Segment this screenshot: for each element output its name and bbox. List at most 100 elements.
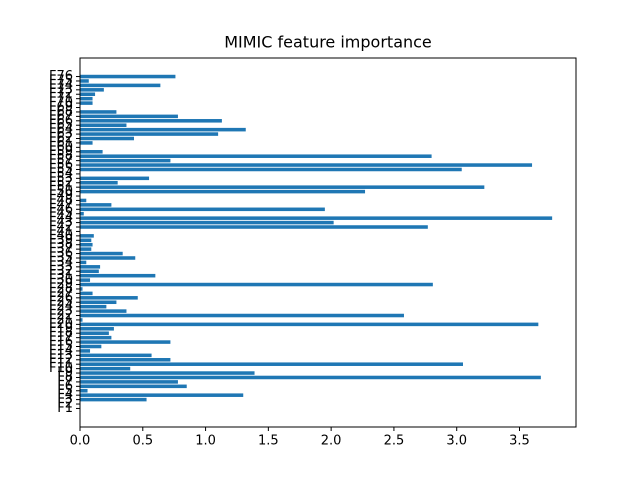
bar bbox=[80, 322, 539, 327]
bar bbox=[80, 123, 127, 127]
bar bbox=[80, 150, 103, 154]
bar bbox=[80, 238, 92, 243]
bar bbox=[80, 291, 93, 296]
y-tick-label: F8 bbox=[57, 370, 73, 385]
y-tick-label: F61 bbox=[49, 135, 73, 150]
y-tick-label: F60 bbox=[49, 140, 73, 155]
y-tick-label: F21 bbox=[49, 312, 73, 327]
y-tick-label: F22 bbox=[49, 308, 73, 323]
y-tick-label: F1 bbox=[57, 401, 73, 416]
bar bbox=[80, 256, 136, 260]
y-tick-label: F15 bbox=[49, 339, 73, 354]
y-tick-label: F2 bbox=[57, 397, 73, 412]
bar bbox=[80, 358, 171, 362]
x-tick-label: 3.0 bbox=[446, 434, 467, 449]
x-tick-label: 0.5 bbox=[132, 434, 153, 449]
y-tick-label: F73 bbox=[49, 82, 73, 97]
y-tick-label: F46 bbox=[49, 202, 73, 217]
bar bbox=[80, 79, 89, 83]
y-tick-label: F19 bbox=[49, 321, 73, 336]
y-tick-label: F75 bbox=[49, 73, 73, 88]
bar bbox=[80, 88, 104, 92]
y-tick-label: F63 bbox=[49, 127, 73, 142]
y-tick-label: F3 bbox=[57, 392, 73, 407]
y-tick-label: F27 bbox=[49, 286, 73, 301]
y-tick-label: F32 bbox=[49, 264, 73, 279]
bar bbox=[80, 397, 147, 402]
y-tick-label: F4 bbox=[57, 388, 73, 403]
y-tick-label: F26 bbox=[49, 290, 73, 305]
x-tick-label: 1.5 bbox=[258, 434, 279, 449]
bar bbox=[80, 388, 88, 393]
y-tick-label: F24 bbox=[49, 299, 73, 314]
bar bbox=[80, 154, 432, 158]
y-tick-label: F29 bbox=[49, 277, 73, 292]
bar bbox=[80, 309, 127, 313]
y-tick-label: F44 bbox=[49, 211, 73, 226]
bar bbox=[80, 282, 433, 287]
y-tick-label: F17 bbox=[49, 330, 73, 345]
x-tick-label: 1.0 bbox=[195, 434, 216, 449]
y-tick-label: F34 bbox=[49, 255, 73, 270]
bar bbox=[80, 132, 219, 136]
bar bbox=[80, 366, 131, 371]
y-tick-label: F57 bbox=[49, 153, 73, 168]
bar bbox=[80, 189, 366, 194]
y-tick-label: F49 bbox=[49, 189, 73, 204]
bar bbox=[80, 251, 123, 256]
x-tick-label: 2.0 bbox=[321, 434, 342, 449]
x-tick-label: 3.5 bbox=[509, 434, 530, 449]
bar bbox=[80, 380, 178, 384]
y-tick-label: F23 bbox=[49, 304, 73, 319]
bar bbox=[80, 344, 102, 349]
bar bbox=[80, 362, 463, 366]
bar bbox=[80, 278, 91, 282]
bar bbox=[80, 127, 246, 132]
y-tick-label: F37 bbox=[49, 242, 73, 257]
bar bbox=[80, 313, 404, 318]
y-tick-label: F28 bbox=[49, 281, 73, 296]
bar bbox=[80, 331, 109, 335]
bar bbox=[80, 114, 178, 119]
y-tick-label: F71 bbox=[49, 91, 73, 106]
bar bbox=[80, 74, 176, 79]
bar bbox=[80, 225, 428, 229]
y-tick-label: F69 bbox=[49, 100, 73, 115]
bar bbox=[80, 327, 114, 331]
chart-title: MIMIC feature importance bbox=[224, 33, 432, 52]
bar bbox=[80, 185, 485, 189]
y-tick-label: F51 bbox=[49, 180, 73, 195]
y-tick-label: F41 bbox=[49, 224, 73, 239]
y-tick-label: F59 bbox=[49, 144, 73, 159]
bar bbox=[80, 304, 107, 309]
bar bbox=[80, 260, 87, 265]
y-tick-label: F65 bbox=[49, 118, 73, 133]
y-tick-label: F13 bbox=[49, 348, 73, 363]
y-tick-label: F55 bbox=[49, 162, 73, 177]
bar bbox=[80, 158, 171, 163]
bar bbox=[80, 242, 93, 247]
bar bbox=[80, 203, 112, 207]
bar bbox=[80, 234, 94, 238]
bar bbox=[80, 273, 156, 278]
bar bbox=[80, 265, 101, 269]
y-tick-label: F11 bbox=[49, 357, 73, 372]
y-tick-label: F43 bbox=[49, 215, 73, 230]
bar bbox=[80, 167, 462, 172]
bar bbox=[80, 198, 87, 203]
y-tick-label: F50 bbox=[49, 184, 73, 199]
bar bbox=[80, 340, 171, 344]
y-tick-label: F25 bbox=[49, 295, 73, 310]
bar bbox=[80, 269, 99, 274]
y-tick-label: F62 bbox=[49, 131, 73, 146]
y-tick-label: F74 bbox=[49, 78, 73, 93]
y-tick-label: F64 bbox=[49, 122, 73, 137]
y-tick-label: F7 bbox=[57, 374, 73, 389]
y-tick-label: F40 bbox=[49, 228, 73, 243]
bar bbox=[80, 318, 83, 322]
plot-frame bbox=[79, 57, 577, 428]
y-tick-label: F67 bbox=[49, 109, 73, 124]
y-tick-label: F72 bbox=[49, 87, 73, 102]
bar bbox=[80, 96, 93, 101]
